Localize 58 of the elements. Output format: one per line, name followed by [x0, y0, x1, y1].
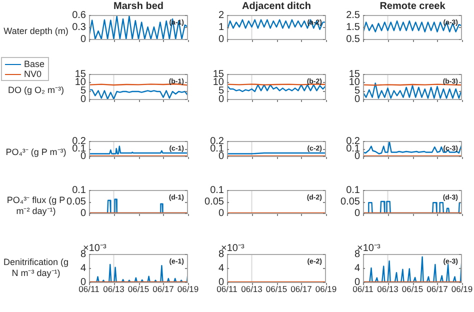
y-tick-label: 8: [354, 248, 360, 260]
y-tick-label: 0.6: [72, 10, 86, 21]
y-axis-title: Denitrification (g N m⁻³ day⁻¹): [2, 257, 70, 279]
x-tick-label: 06/15: [266, 284, 288, 294]
x-tick-label: 06/17: [290, 284, 312, 294]
y-tick-label: 0.3: [72, 22, 86, 33]
chart-title: Marsh bed: [112, 1, 164, 12]
y-tick-label: 0: [218, 150, 224, 162]
y-tick-label: 5: [218, 85, 224, 96]
x-tick-label: 06/11: [352, 284, 374, 294]
x-tick-label: 06/15: [128, 284, 150, 294]
y-tick-label: 0.5: [346, 34, 360, 45]
y-tick-label: 0: [80, 94, 86, 105]
chart-title: Remote creek: [378, 1, 446, 12]
x-tick-label: 06/19: [177, 284, 199, 294]
chart-title: Adjacent ditch: [241, 1, 312, 12]
y-tick-label: 4: [218, 262, 224, 274]
x-tick-label: 06/11: [216, 284, 238, 294]
y-tick-label: 0: [80, 208, 86, 219]
y-axis-title: DO (g O₂ m⁻³): [7, 85, 65, 96]
y-tick-label: 2: [218, 10, 224, 21]
y-tick-label: 0: [354, 150, 360, 162]
y-axis-title: PO₄³⁻ (g P m⁻³): [4, 147, 68, 158]
y-tick-label: 8: [218, 248, 224, 260]
y-tick-label: 0: [218, 208, 224, 219]
x-tick-label: 06/17: [426, 284, 448, 294]
y-tick-label: 0: [354, 208, 360, 219]
x-tick-label: 06/19: [315, 284, 337, 294]
y-tick-label: 0: [218, 94, 224, 105]
y-tick-label: 0: [80, 150, 86, 162]
legend-label: NV0: [24, 69, 42, 79]
y-tick-label: 0.05: [204, 196, 224, 208]
x-tick-label: 06/19: [451, 284, 473, 294]
y-tick-label: 0.1: [346, 184, 360, 196]
y-tick-label: 5: [354, 85, 360, 96]
y-tick-label: 0.05: [66, 196, 86, 208]
x-tick-label: 06/11: [78, 284, 100, 294]
y-tick-label: 2.5: [346, 10, 360, 21]
x-tick-label: 06/13: [103, 284, 124, 294]
y-tick-label: 0: [354, 94, 360, 105]
x-tick-label: 06/13: [377, 284, 398, 294]
legend-label: Base: [24, 59, 45, 69]
y-tick-label: 4: [354, 262, 360, 274]
y-tick-label: 0.1: [72, 184, 86, 196]
y-tick-label: 4: [80, 262, 86, 274]
y-tick-label: 1: [218, 22, 224, 33]
y-tick-label: 1.5: [346, 22, 360, 33]
y-tick-label: 8: [80, 248, 86, 260]
y-tick-label: 0.05: [340, 196, 360, 208]
y-tick-label: 0: [80, 34, 86, 45]
x-tick-label: 06/17: [152, 284, 174, 294]
y-tick-label: 0.1: [210, 184, 224, 196]
y-axis-title: PO₄³⁻ flux (g P m⁻² day⁻¹): [6, 194, 66, 216]
y-axis-title: Water depth (m): [2, 26, 70, 36]
x-tick-label: 06/13: [241, 284, 262, 294]
y-tick-label: 0: [218, 34, 224, 45]
x-tick-label: 06/15: [402, 284, 424, 294]
y-tick-label: 5: [80, 85, 86, 96]
